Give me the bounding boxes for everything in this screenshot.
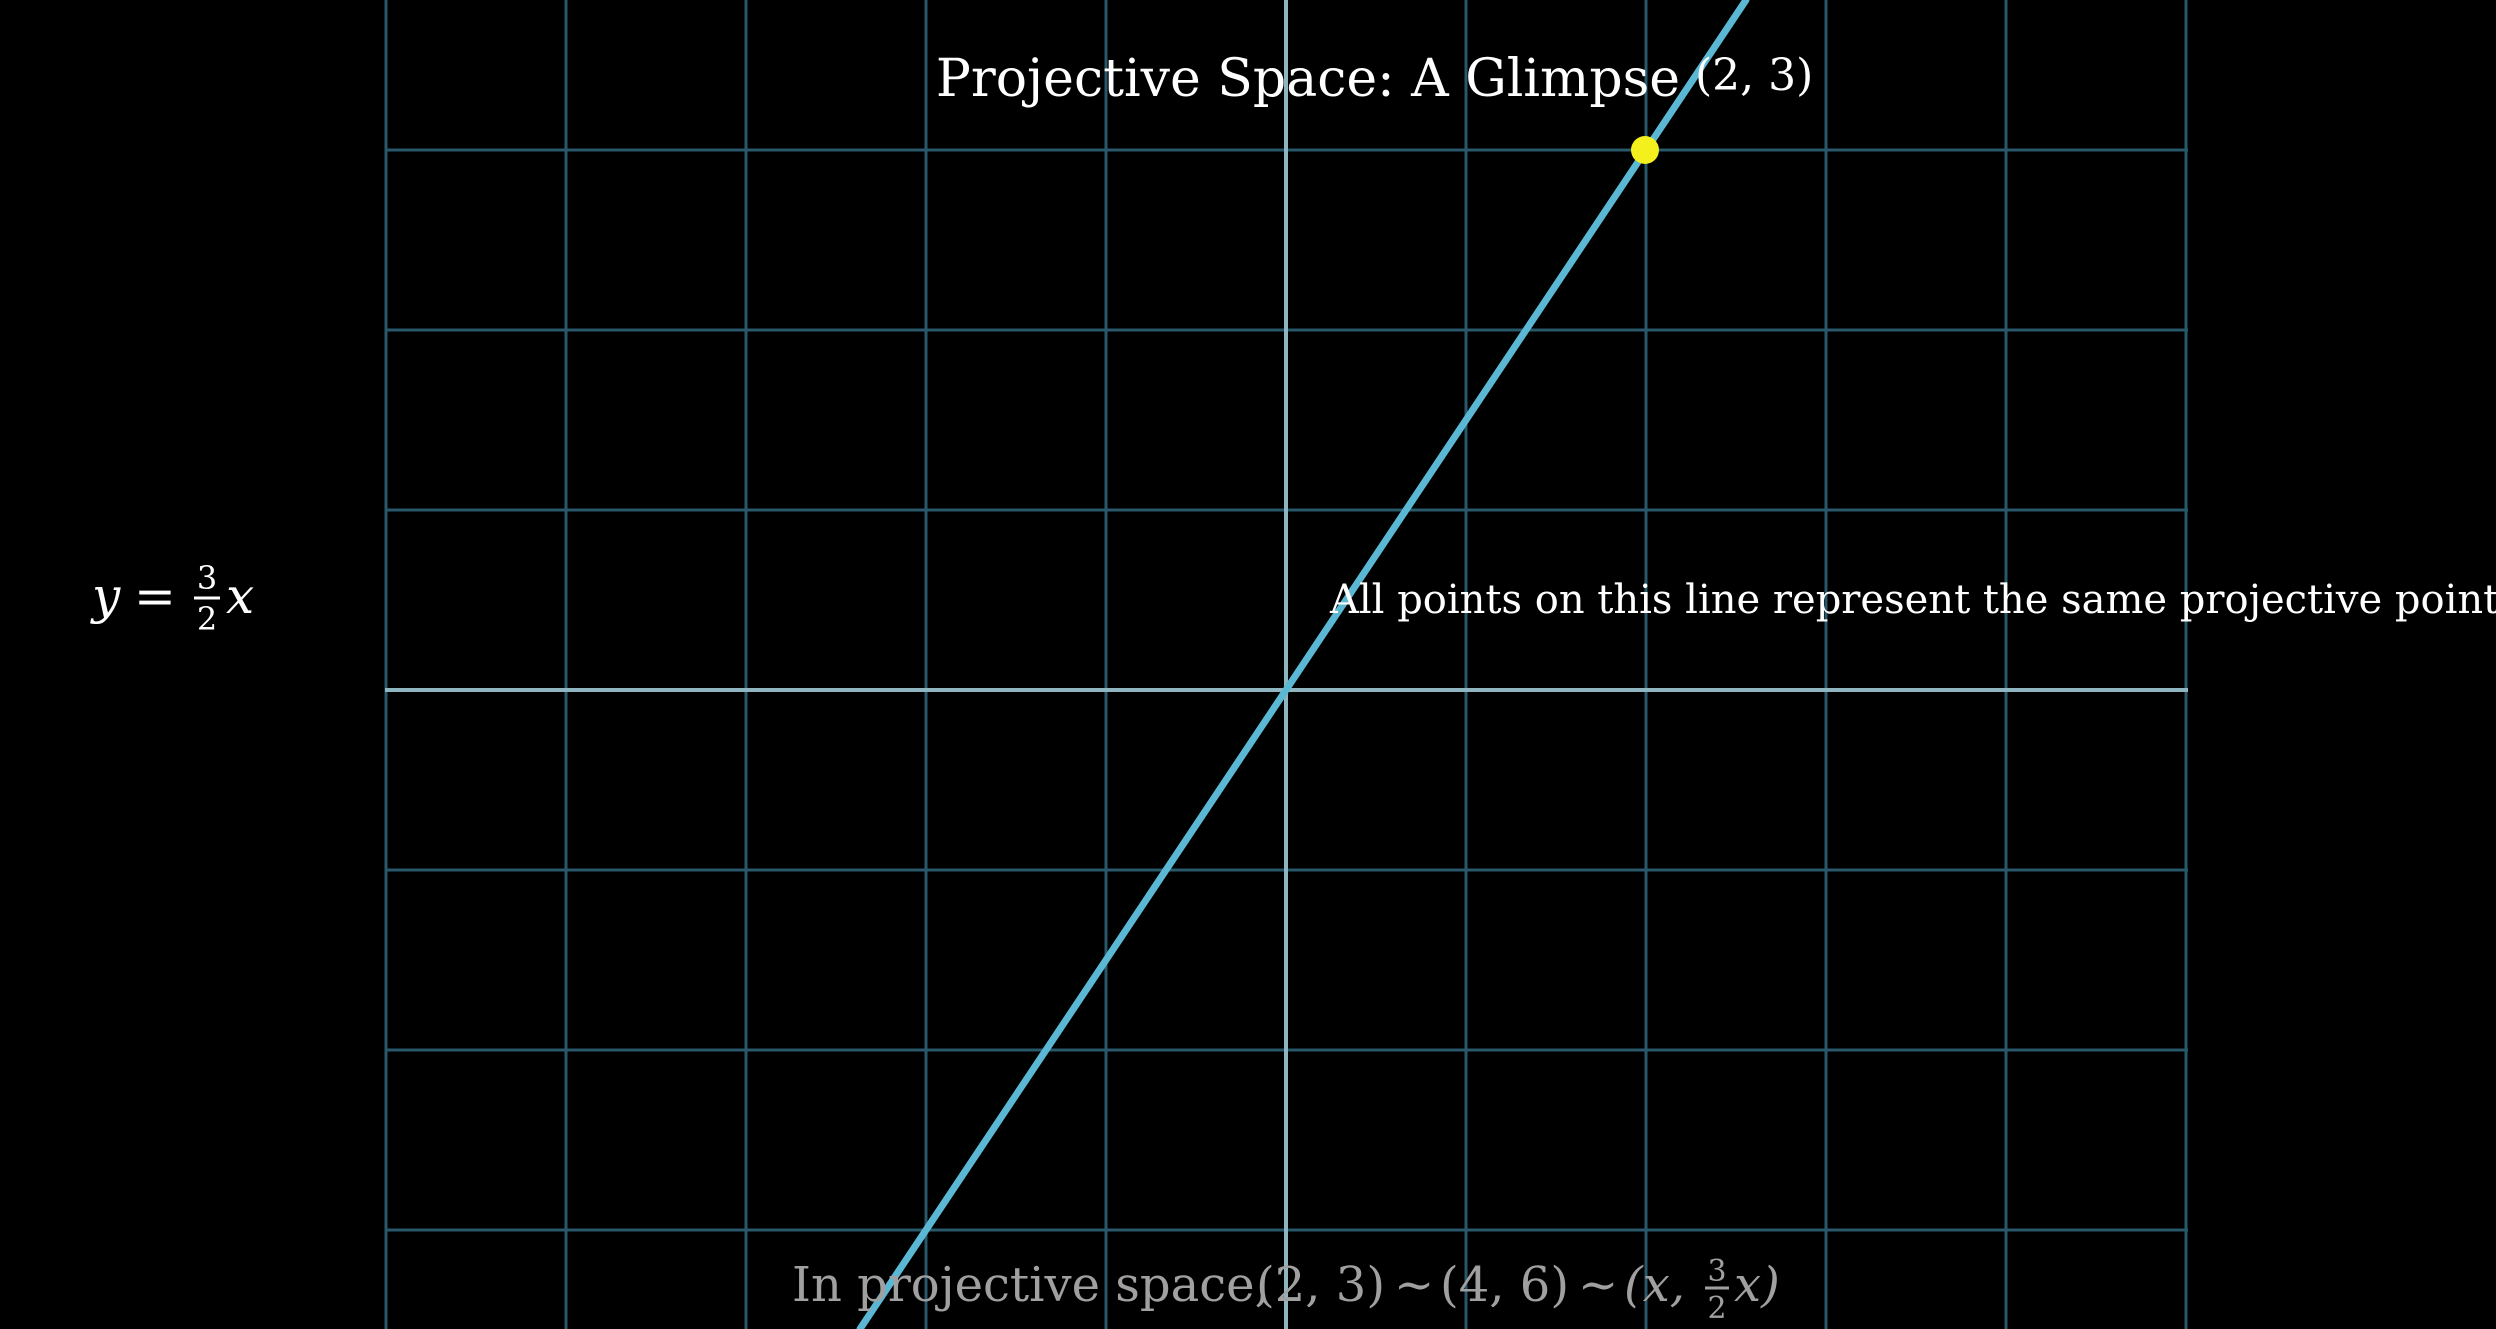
caption-point-3-close: x) (1734, 1257, 1780, 1313)
caption-sim-2: ~ (1578, 1257, 1618, 1313)
caption-prefix: In projective space, (792, 1257, 1270, 1313)
equation-variable: x (226, 567, 254, 625)
caption-point-3-open: (x, (1624, 1257, 1685, 1313)
equation-equals: = (134, 567, 176, 625)
point-2-3-marker (1631, 136, 1659, 164)
equation-numerator: 3 (197, 559, 217, 597)
caption-sim-1: ~ (1394, 1257, 1434, 1313)
point-label: (2, 3) (1695, 50, 1813, 101)
equation-lhs: y (90, 567, 121, 625)
highlight-point (1631, 136, 1659, 164)
line-y-equals-three-halves-x (856, 0, 1750, 1329)
equation-denominator: 2 (197, 600, 217, 638)
projective-note: All points on this line represent the sa… (1329, 577, 2496, 623)
caption-point-2: (4, 6) (1440, 1257, 1569, 1313)
caption-fraction-denominator: 2 (1707, 1291, 1726, 1326)
line-equation: y = 3 2 x (90, 559, 254, 638)
coordinate-axes (385, 0, 2188, 1329)
caption-fraction-numerator: 3 (1707, 1254, 1726, 1289)
diagram-title: Projective Space: A Glimpse (936, 49, 1680, 109)
caption-point-1: (2, 3) (1256, 1257, 1385, 1313)
projective-line (856, 0, 1750, 1329)
equivalence-caption: In projective space, (2, 3) ~ (4, 6) ~ (… (792, 1254, 1780, 1326)
